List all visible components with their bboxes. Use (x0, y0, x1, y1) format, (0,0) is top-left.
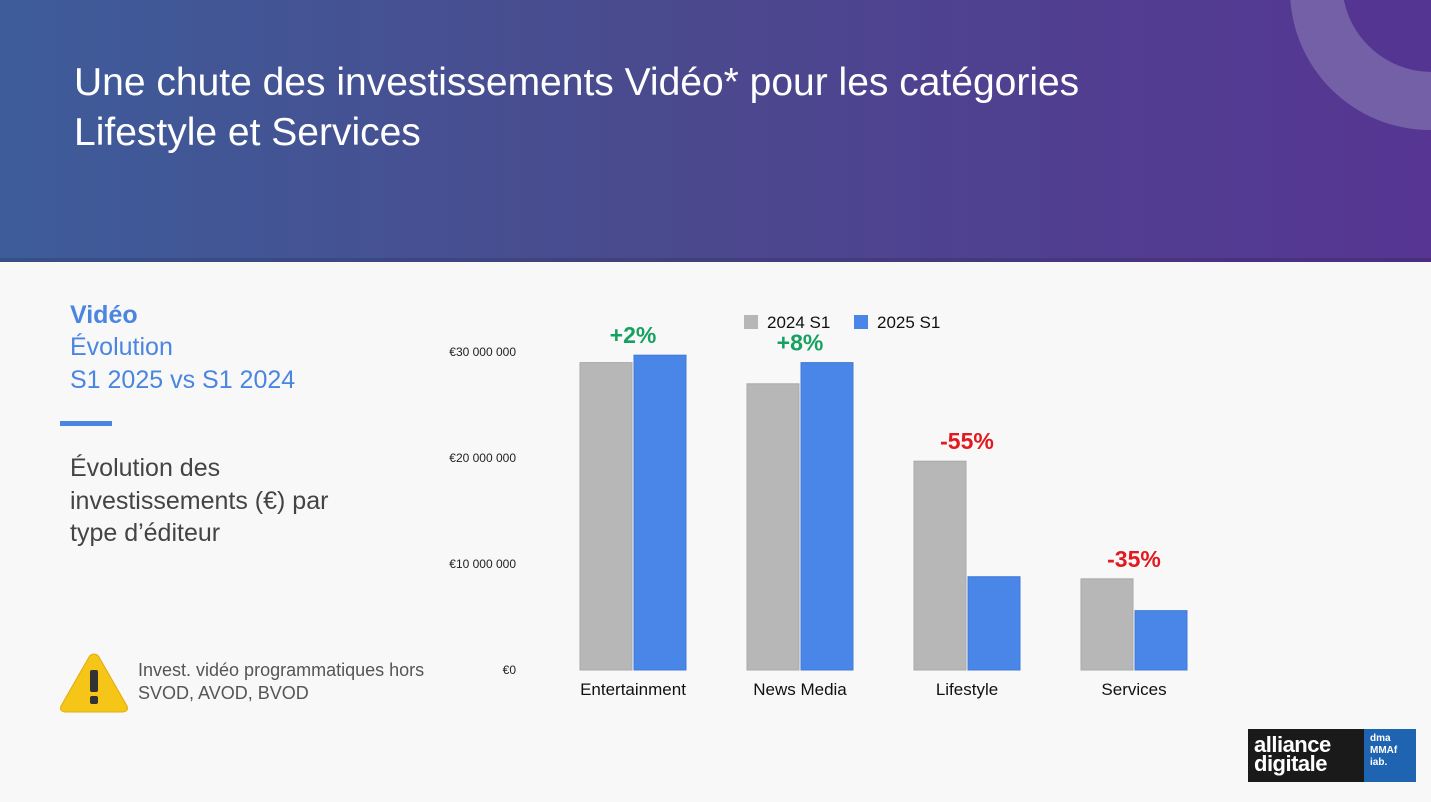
side-title: Vidéo (70, 301, 138, 329)
y-tick-label-0: €0 (503, 663, 517, 677)
bar-lifestyle-2025-s1 (967, 576, 1021, 671)
title-line-1: Une chute des investissements Vidéo* pou… (74, 61, 1080, 104)
logo-mmaf: MMAf (1370, 745, 1398, 756)
logo-line-2: digitale (1254, 751, 1328, 776)
slide-header: Une chute des investissements Vidéo* pou… (0, 0, 1431, 262)
change-annotation-1: +8% (777, 330, 824, 356)
warning-icon (60, 653, 128, 713)
logo-wordmark: alliance digitale (1254, 732, 1331, 776)
chart-description: Évolution des investissements (€) par ty… (70, 454, 329, 547)
bar-news-media-2024-s1 (746, 383, 800, 671)
legend-label-1: 2025 S1 (877, 313, 940, 332)
change-annotation-0: +2% (610, 322, 657, 348)
accent-bar (60, 421, 112, 426)
legend-swatch-0 (744, 315, 758, 329)
bar-news-media-2025-s1 (800, 362, 854, 671)
legend-label-0: 2024 S1 (767, 313, 830, 332)
logo-partner-badges: dma MMAf iab. (1364, 729, 1416, 782)
change-annotation-2: -55% (940, 428, 994, 454)
title-line-2: Lifestyle et Services (74, 111, 421, 154)
x-tick-label-3: Services (1101, 680, 1166, 699)
y-tick-label-2: €20 000 000 (449, 451, 516, 465)
change-annotation-3: -35% (1107, 546, 1161, 572)
bar-entertainment-2024-s1 (579, 362, 633, 671)
y-tick-label-1: €10 000 000 (449, 557, 516, 571)
side-subtitle-2: S1 2025 vs S1 2024 (70, 366, 296, 394)
bar-lifestyle-2024-s1 (913, 460, 967, 671)
x-tick-label-0: Entertainment (580, 680, 686, 699)
logo-line-1: alliance (1254, 732, 1331, 757)
logo-iab: iab. (1370, 757, 1388, 768)
x-tick-label-2: Lifestyle (936, 680, 998, 699)
bar-chart: €0 €10 000 000 €20 000 000 €30 000 000 Enter… (449, 313, 1188, 699)
slide-title: Une chute des investissements Vidéo* pou… (74, 58, 1224, 158)
footnote: Invest. vidéo programmatiques hors SVOD,… (138, 660, 425, 703)
bar-entertainment-2025-s1 (633, 354, 687, 671)
logo-dma: dma (1370, 733, 1391, 744)
side-subtitle-1: Évolution (70, 333, 173, 361)
legend-swatch-1 (854, 315, 868, 329)
x-tick-label-1: News Media (753, 680, 847, 699)
alliance-digitale-logo: alliance digitale dma MMAf iab. (1248, 729, 1416, 782)
bar-services-2025-s1 (1134, 610, 1188, 671)
bar-services-2024-s1 (1080, 578, 1134, 671)
y-tick-label-3: €30 000 000 (449, 345, 516, 359)
